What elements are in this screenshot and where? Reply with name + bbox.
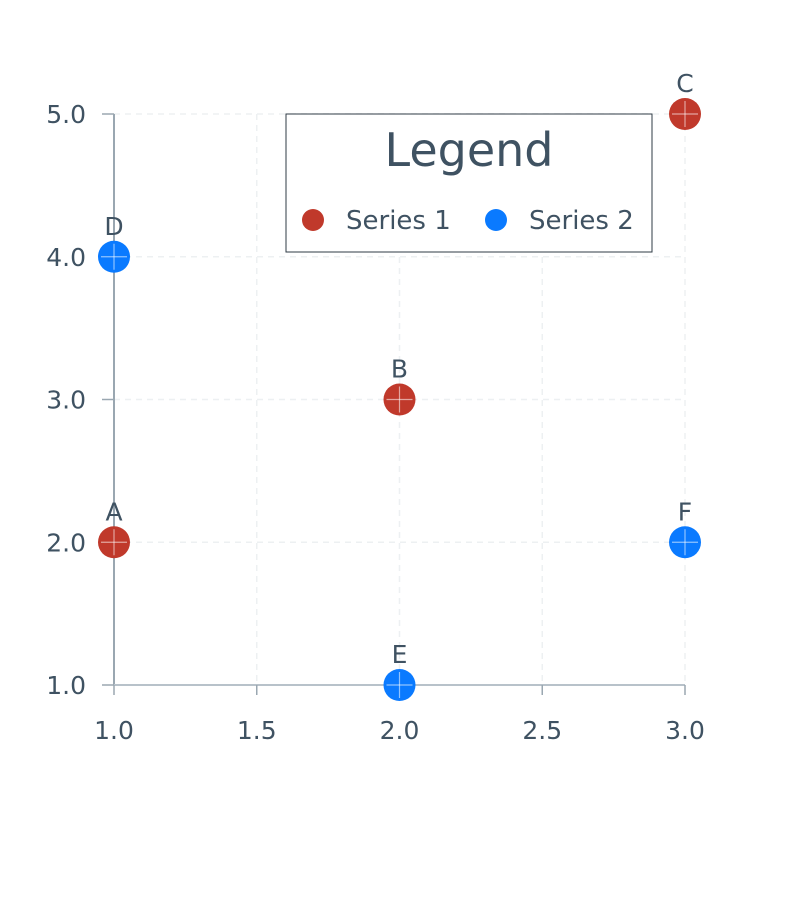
y-tick-label-0: 1.0 bbox=[46, 671, 86, 700]
point-label-B: B bbox=[391, 355, 408, 384]
point-label-E: E bbox=[392, 640, 408, 669]
x-tick-label-3: 2.5 bbox=[522, 716, 562, 745]
legend-marker-series-1 bbox=[302, 209, 324, 231]
legend-box bbox=[285, 113, 653, 253]
legend-label-series-1: Series 1 bbox=[346, 206, 451, 236]
y-tick-label-4: 5.0 bbox=[46, 100, 86, 129]
point-label-C: C bbox=[676, 69, 693, 98]
legend-label-series-2: Series 2 bbox=[529, 206, 634, 236]
y-tick-label-3: 4.0 bbox=[46, 243, 86, 272]
legend: Legend Series 1 Series 2 bbox=[285, 113, 653, 253]
ticks: 1.0 1.5 2.0 2.5 3.0 1.0 2.0 3.0 4.0 5.0 bbox=[46, 100, 705, 745]
y-tick-label-1: 2.0 bbox=[46, 528, 86, 557]
legend-title: Legend bbox=[385, 123, 554, 177]
point-label-A: A bbox=[105, 497, 122, 526]
y-tick-label-2: 3.0 bbox=[46, 386, 86, 415]
x-tick-label-4: 3.0 bbox=[665, 716, 705, 745]
point-label-D: D bbox=[104, 212, 123, 241]
x-tick-label-1: 1.5 bbox=[237, 716, 277, 745]
point-label-F: F bbox=[678, 497, 692, 526]
x-tick-label-2: 2.0 bbox=[380, 716, 420, 745]
x-tick-label-0: 1.0 bbox=[94, 716, 134, 745]
legend-items: Series 1 Series 2 bbox=[302, 206, 634, 236]
legend-marker-series-2 bbox=[485, 209, 507, 231]
data-points: A B C D E F bbox=[98, 69, 701, 701]
